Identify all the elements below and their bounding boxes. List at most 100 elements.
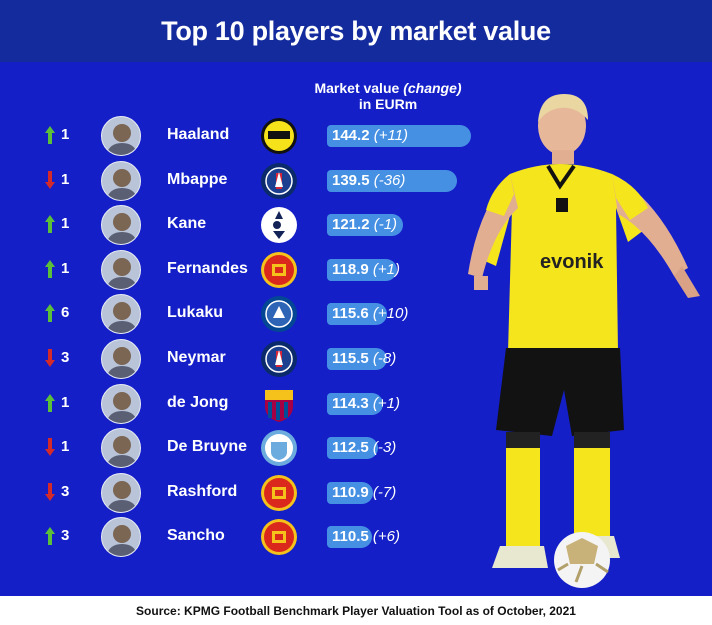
arrow-up-icon xyxy=(45,126,55,144)
player-name: Sancho xyxy=(167,527,225,545)
arrow-down-icon xyxy=(45,482,55,501)
source-note: Source: KPMG Football Benchmark Player V… xyxy=(136,603,576,618)
player-name: Haaland xyxy=(167,126,230,143)
market-value: 114.3 xyxy=(332,394,369,412)
player-face-icon xyxy=(106,124,138,155)
player-name: Kane xyxy=(167,215,207,233)
player-row: 3 Neymar 115.5 (-8) xyxy=(0,337,470,381)
player-name: Neymar xyxy=(167,349,226,366)
value-change: (-7) xyxy=(368,483,397,501)
player-row: 1 Fernandes 118.9 (+1) xyxy=(0,248,470,292)
player-name: De Bruyne xyxy=(167,438,248,456)
player-row: 1 De Bruyne 112.5 (-3) xyxy=(0,426,470,470)
arrow-up-icon xyxy=(45,304,55,323)
value-header-line1: Market value (change) xyxy=(298,80,478,96)
rank-change: 6 xyxy=(61,304,70,322)
market-value: 115.5 xyxy=(332,350,369,367)
value-header-prefix: Market value xyxy=(314,80,404,96)
player-face-icon xyxy=(106,391,138,423)
value-label: 110.5 (+6) xyxy=(332,528,400,545)
player-row: 1 Haaland 144.2 (+11) xyxy=(0,114,471,158)
barcelona-crest xyxy=(265,389,293,422)
value-bar xyxy=(327,258,397,281)
title-banner: Top 10 players by market value xyxy=(0,0,712,62)
rank-change: 3 xyxy=(61,349,70,366)
player-row: 1 de Jong 114.3 (+1) xyxy=(0,382,470,426)
value-change: (+11) xyxy=(369,127,409,144)
value-bar xyxy=(327,481,374,504)
player-face-icon xyxy=(106,302,138,334)
player-avatar xyxy=(101,517,141,558)
player-name: Fernandes xyxy=(167,259,248,277)
player-row: 3 Sancho 110.5 (+6) xyxy=(0,515,470,559)
arrow-up-icon xyxy=(45,215,55,234)
rank-change: 1 xyxy=(61,126,70,143)
value-bar xyxy=(327,392,384,415)
bvb-crest xyxy=(261,118,297,154)
value-label: 115.6 (+10) xyxy=(332,305,408,322)
value-header-line2: in EURm xyxy=(358,96,418,112)
value-label: 112.5 (-3) xyxy=(332,439,396,456)
market-value: 139.5 xyxy=(332,171,370,189)
value-bar xyxy=(327,125,471,147)
market-value: 144.2 xyxy=(332,127,370,144)
arrow-up-icon xyxy=(45,393,55,412)
market-value: 115.6 xyxy=(332,305,369,323)
arrow-down-icon xyxy=(45,438,55,457)
value-change: (+1) xyxy=(368,394,400,412)
man-united-crest xyxy=(261,519,297,556)
player-row: 6 Lukaku 115.6 (+10) xyxy=(0,292,470,336)
value-change: (-36) xyxy=(369,171,406,189)
player-avatar xyxy=(101,472,141,513)
player-avatar xyxy=(101,339,141,379)
value-change: (-8) xyxy=(368,350,397,367)
value-label: 144.2 (+11) xyxy=(332,127,408,144)
player-name: Lukaku xyxy=(167,304,224,322)
player-photo: evonik xyxy=(468,94,700,588)
player-face-icon xyxy=(106,257,138,289)
market-value: 112.5 xyxy=(332,439,369,457)
value-bar xyxy=(327,214,404,237)
value-change: (+6) xyxy=(368,528,400,546)
rank-change: 3 xyxy=(61,482,70,500)
market-value: 110.5 xyxy=(332,528,369,546)
rank-change: 1 xyxy=(61,215,70,233)
value-change: (+1) xyxy=(368,260,400,278)
value-bar xyxy=(327,348,387,370)
player-name: Mbappe xyxy=(167,170,228,188)
player-row: 3 Rashford 110.9 (-7) xyxy=(0,471,470,515)
player-avatar xyxy=(101,249,141,290)
value-label: 121.2 (-1) xyxy=(332,216,397,233)
player-row: 1 Kane 121.2 (-1) xyxy=(0,203,470,247)
value-bar xyxy=(327,303,387,326)
man-united-crest xyxy=(261,474,297,511)
psg-crest xyxy=(261,162,297,199)
rank-change: 1 xyxy=(61,259,70,277)
market-value: 110.9 xyxy=(332,483,369,501)
chart-panel: Market value (change) in EURm 1 Haaland 14… xyxy=(0,62,712,596)
arrow-up-icon xyxy=(45,527,55,546)
player-avatar xyxy=(101,205,141,246)
rank-change: 1 xyxy=(61,438,70,456)
value-bar xyxy=(327,169,458,192)
player-face-icon xyxy=(106,168,138,200)
player-avatar xyxy=(101,160,141,201)
svg-text:evonik: evonik xyxy=(540,251,604,273)
chart-title: Top 10 players by market value xyxy=(161,15,551,46)
arrow-down-icon xyxy=(45,170,55,189)
value-change: (-3) xyxy=(368,439,397,457)
value-label: 114.3 (+1) xyxy=(332,395,400,412)
value-change: (-1) xyxy=(369,216,398,234)
value-label: 110.9 (-7) xyxy=(332,484,396,501)
player-name: de Jong xyxy=(167,393,229,411)
psg-crest xyxy=(261,341,297,377)
player-face-icon xyxy=(106,480,138,512)
player-avatar xyxy=(101,116,141,156)
value-change: (+10) xyxy=(368,305,409,323)
man-city-crest xyxy=(261,430,297,467)
value-label: 139.5 (-36) xyxy=(332,172,405,189)
rank-change: 1 xyxy=(61,393,70,411)
chelsea-crest xyxy=(261,296,297,333)
value-column-header: Market value (change) in EURm xyxy=(298,80,478,112)
tottenham-crest xyxy=(261,207,297,244)
